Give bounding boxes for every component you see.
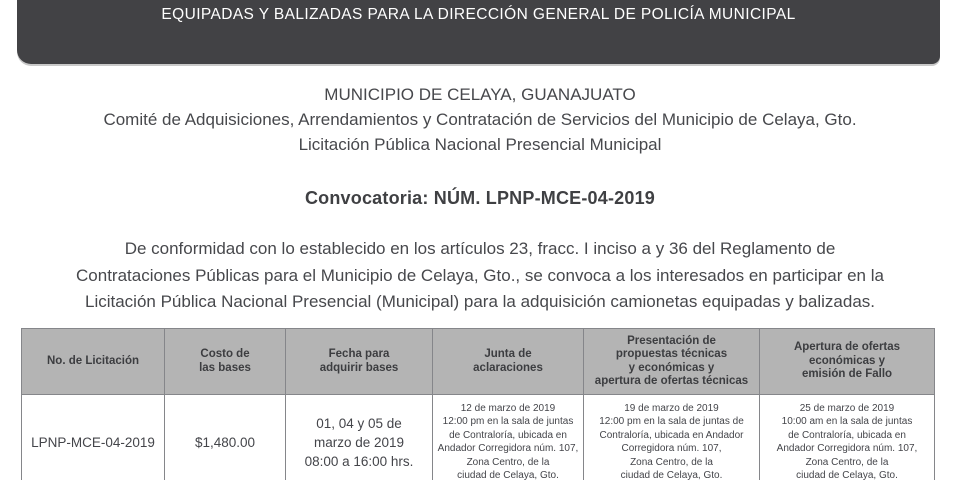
col-header-junta: Junta de aclaraciones: [432, 328, 584, 395]
cell-licitacion: LPNP-MCE-04-2019: [21, 394, 165, 480]
cell-fecha-bases: 01, 04 y 05 de marzo de 2019 08:00 a 16:…: [285, 394, 433, 480]
table-row: LPNP-MCE-04-2019 $1,480.00 01, 04 y 05 d…: [21, 394, 935, 480]
cell-costo: $1,480.00: [164, 394, 286, 480]
title-banner: EQUIPADAS Y BALIZADAS PARA LA DIRECCIÓN …: [17, 0, 940, 64]
cell-junta: 12 de marzo de 2019 12:00 pm en la sala …: [432, 394, 584, 480]
document-header: MUNICIPIO DE CELAYA, GUANAJUATO Comité d…: [0, 82, 960, 157]
cell-apertura: 25 de marzo de 2019 10:00 am en la sala …: [759, 394, 935, 480]
intro-line-2: Contrataciones Públicas para el Municipi…: [76, 265, 884, 285]
col-header-costo: Costo de las bases: [164, 328, 286, 395]
col-header-apertura: Apertura de ofertas económicas y emisión…: [759, 328, 935, 395]
committee-line: Comité de Adquisiciones, Arrendamientos …: [103, 110, 857, 129]
table-header-row: No. de Licitación Costo de las bases Fec…: [21, 328, 935, 395]
municipality-line: MUNICIPIO DE CELAYA, GUANAJUATO: [324, 85, 636, 104]
intro-paragraph: De conformidad con lo establecido en los…: [0, 236, 960, 316]
banner-title: EQUIPADAS Y BALIZADAS PARA LA DIRECCIÓN …: [161, 6, 796, 23]
convocatoria-number: Convocatoria: NÚM. LPNP-MCE-04-2019: [304, 188, 656, 208]
intro-line-1: De conformidad con lo establecido en los…: [124, 239, 836, 258]
intro-line-3: Licitación Pública Nacional Presencial (…: [85, 292, 875, 311]
tender-schedule-table: No. de Licitación Costo de las bases Fec…: [21, 328, 935, 480]
procedure-line: Licitación Pública Nacional Presencial M…: [298, 135, 662, 154]
col-header-fecha-bases: Fecha para adquirir bases: [285, 328, 433, 395]
col-header-presentacion: Presentación de propuestas técnicas y ec…: [583, 328, 760, 395]
col-header-licitacion: No. de Licitación: [21, 328, 165, 395]
cell-presentacion: 19 de marzo de 2019 12:00 pm en la sala …: [583, 394, 760, 480]
